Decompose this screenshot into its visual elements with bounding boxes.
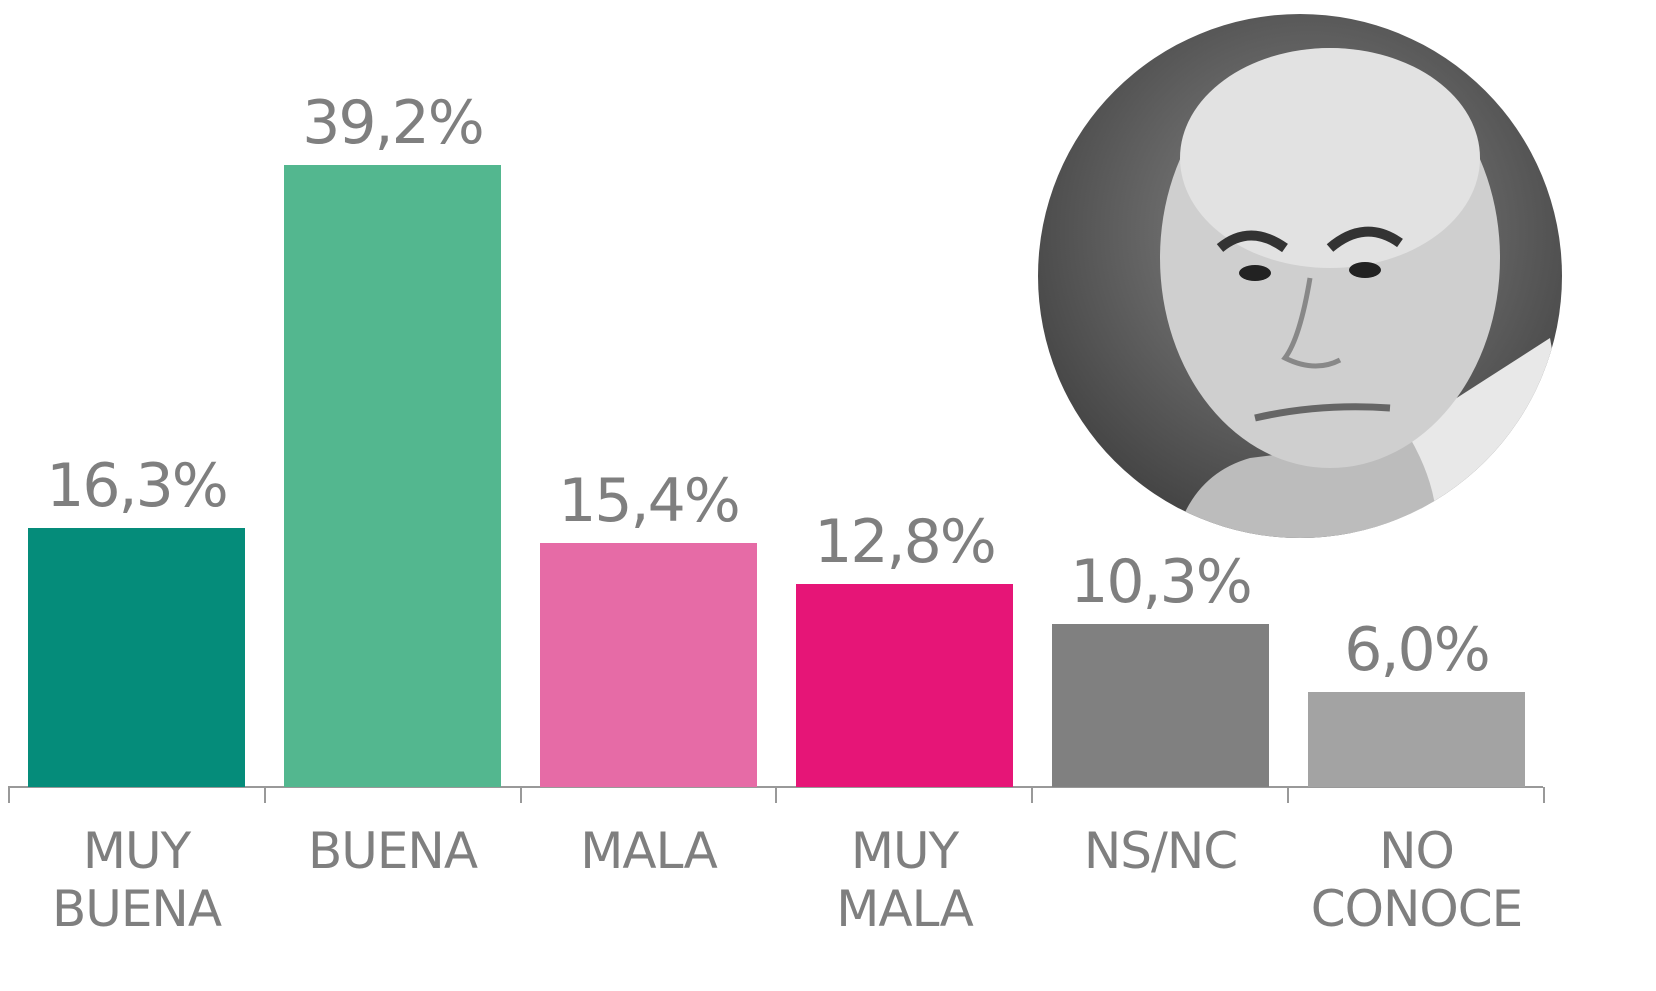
value-label: 16,3%: [46, 451, 229, 522]
bar: [796, 583, 1013, 787]
category-label: NS/NC: [1083, 822, 1238, 880]
value-label: 12,8%: [814, 506, 997, 577]
category-label: BUENA: [307, 822, 478, 880]
bar: [28, 528, 245, 787]
category-label: MALA: [580, 822, 718, 880]
axis-tick: [775, 787, 778, 803]
bar: [1308, 691, 1525, 787]
axis-tick: [1287, 787, 1289, 803]
category-label: NO CONOCE: [1310, 822, 1524, 938]
axis-tick: [1031, 787, 1034, 803]
value-label: 39,2%: [302, 88, 485, 158]
bar: [1052, 623, 1269, 787]
bar: [540, 542, 757, 787]
value-label: 6,0%: [1344, 614, 1490, 685]
portrait: [1038, 14, 1562, 538]
category-label: MUY BUENA: [51, 822, 222, 938]
value-label: 15,4%: [558, 465, 741, 536]
bar: [284, 165, 501, 787]
axis-tick: [263, 787, 266, 803]
category-label: MUY MALA: [836, 822, 974, 938]
axis-tick: [1542, 787, 1545, 803]
axis-tick: [519, 787, 522, 803]
value-label: 10,3%: [1070, 546, 1253, 617]
axis-tick: [8, 787, 10, 803]
